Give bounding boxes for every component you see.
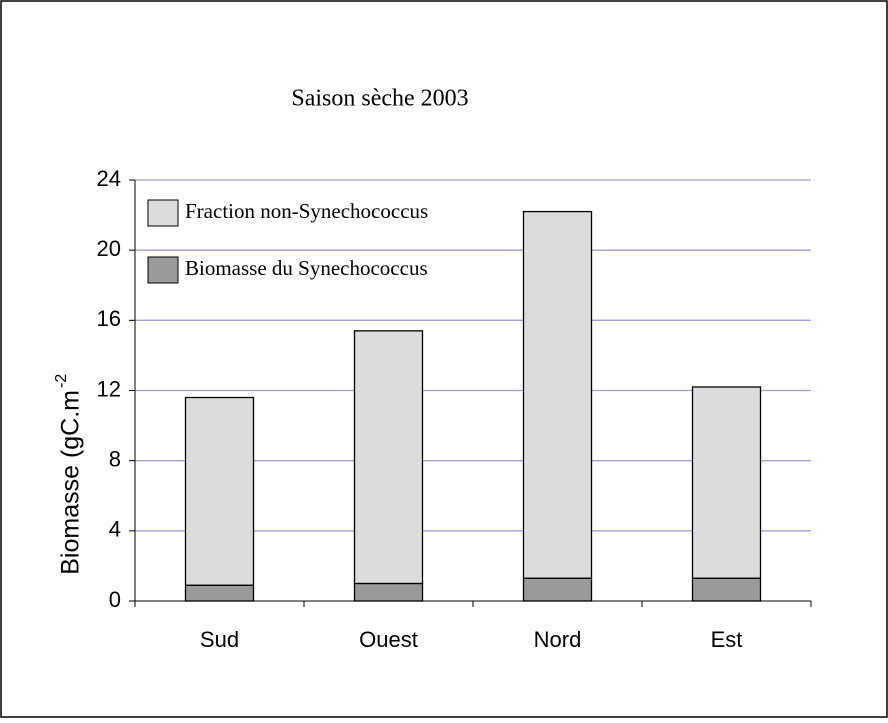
- y-tick-label: 24: [97, 166, 121, 191]
- y-tick-label: 8: [109, 446, 121, 471]
- y-tick-label: 0: [109, 587, 121, 612]
- x-tick-label: Est: [711, 627, 743, 652]
- bar-segment: [691, 577, 762, 602]
- y-label-superscript: -2: [53, 374, 70, 388]
- legend-swatch: [147, 256, 179, 284]
- bar-segment: [691, 386, 762, 579]
- y-label: Biomasse (gC.m: [57, 390, 85, 575]
- y-tick-label: 4: [109, 517, 121, 542]
- bar-segment: [353, 582, 424, 602]
- bar-segment: [184, 584, 255, 602]
- bar-segment: [522, 210, 593, 579]
- y-axis-label: Biomasse (gC.m -2: [53, 374, 84, 575]
- legend-label: Biomasse du Synechococcus: [185, 256, 428, 280]
- y-tick-label: 12: [97, 376, 121, 401]
- chart-title: Saison sèche 2003: [291, 86, 468, 112]
- bar-segment: [353, 330, 424, 585]
- legend-label: Fraction non-Synechococcus: [185, 199, 428, 223]
- legend-swatch: [147, 199, 179, 227]
- x-tick-label: Sud: [200, 627, 239, 652]
- bar-segment: [184, 396, 255, 586]
- y-tick-label: 16: [97, 306, 121, 331]
- x-tick-label: Ouest: [359, 627, 418, 652]
- y-tick-label: 20: [97, 236, 121, 261]
- x-tick-label: Nord: [534, 627, 582, 652]
- bar-segment: [522, 577, 593, 602]
